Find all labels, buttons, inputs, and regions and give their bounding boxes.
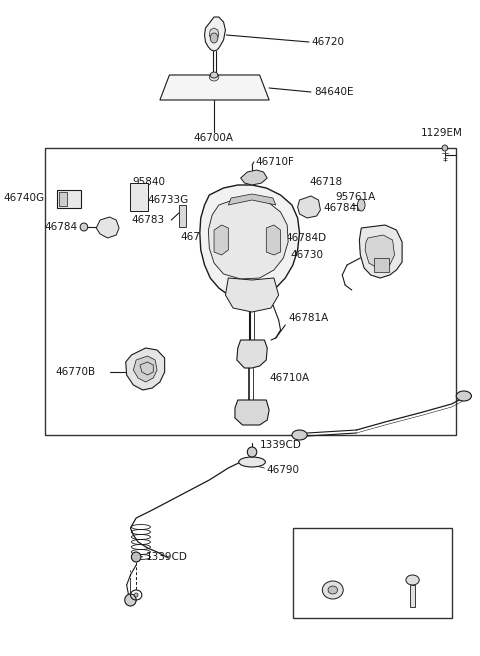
Bar <box>131 183 147 211</box>
Text: 1022CA: 1022CA <box>309 540 357 550</box>
Polygon shape <box>133 356 157 382</box>
Text: 46770B: 46770B <box>55 367 96 377</box>
Text: 46700A: 46700A <box>193 133 233 143</box>
Polygon shape <box>240 170 267 185</box>
Ellipse shape <box>358 199 365 211</box>
Ellipse shape <box>292 430 307 440</box>
Text: 46718: 46718 <box>309 177 342 187</box>
Polygon shape <box>209 28 219 42</box>
Polygon shape <box>208 198 288 279</box>
Polygon shape <box>200 185 300 298</box>
Ellipse shape <box>328 586 337 594</box>
Polygon shape <box>266 225 280 255</box>
Text: 46780C: 46780C <box>359 243 399 253</box>
Text: 1339CD: 1339CD <box>260 440 301 450</box>
Ellipse shape <box>239 457 265 467</box>
Text: 46784B: 46784B <box>323 203 363 213</box>
Text: 1339CD: 1339CD <box>145 552 188 562</box>
Bar <box>293 528 453 618</box>
Ellipse shape <box>134 593 138 597</box>
Ellipse shape <box>247 447 257 457</box>
Text: 46783: 46783 <box>132 215 165 225</box>
Text: 1241BA: 1241BA <box>388 540 437 550</box>
Polygon shape <box>228 194 276 205</box>
Ellipse shape <box>125 594 136 606</box>
Text: 46733G: 46733G <box>147 195 189 205</box>
Text: 46784: 46784 <box>44 222 77 232</box>
Text: 46740G: 46740G <box>4 193 45 203</box>
Bar <box>410 585 415 607</box>
Ellipse shape <box>210 33 218 43</box>
Polygon shape <box>126 348 165 390</box>
Text: 46710A: 46710A <box>269 373 309 383</box>
Polygon shape <box>226 278 278 312</box>
Ellipse shape <box>442 145 448 151</box>
Ellipse shape <box>132 552 141 562</box>
Polygon shape <box>237 340 267 368</box>
Text: 46730: 46730 <box>290 250 323 260</box>
Polygon shape <box>160 75 269 100</box>
Text: 46781A: 46781A <box>288 313 328 323</box>
Polygon shape <box>360 225 402 278</box>
Text: 46710F: 46710F <box>256 157 295 167</box>
Text: 1129EM: 1129EM <box>421 128 463 138</box>
Ellipse shape <box>323 581 343 599</box>
Bar <box>57 190 81 208</box>
Polygon shape <box>298 196 321 218</box>
Text: 84640E: 84640E <box>314 87 353 97</box>
Polygon shape <box>96 217 119 238</box>
Ellipse shape <box>456 391 471 401</box>
Polygon shape <box>204 17 226 51</box>
Text: 46784D: 46784D <box>285 233 326 243</box>
Text: 95840: 95840 <box>132 177 165 187</box>
Ellipse shape <box>406 575 419 585</box>
Text: 46720: 46720 <box>312 37 345 47</box>
Polygon shape <box>235 400 269 425</box>
Ellipse shape <box>209 73 219 81</box>
Polygon shape <box>214 225 228 255</box>
Ellipse shape <box>80 223 88 231</box>
Bar <box>45 148 456 435</box>
Bar <box>179 205 187 227</box>
Polygon shape <box>365 235 395 268</box>
Bar <box>373 258 389 272</box>
Bar <box>59 192 67 206</box>
Ellipse shape <box>210 72 218 78</box>
Text: 46735: 46735 <box>181 232 214 242</box>
Text: 46790: 46790 <box>266 465 300 475</box>
Text: 95761A: 95761A <box>336 192 376 202</box>
